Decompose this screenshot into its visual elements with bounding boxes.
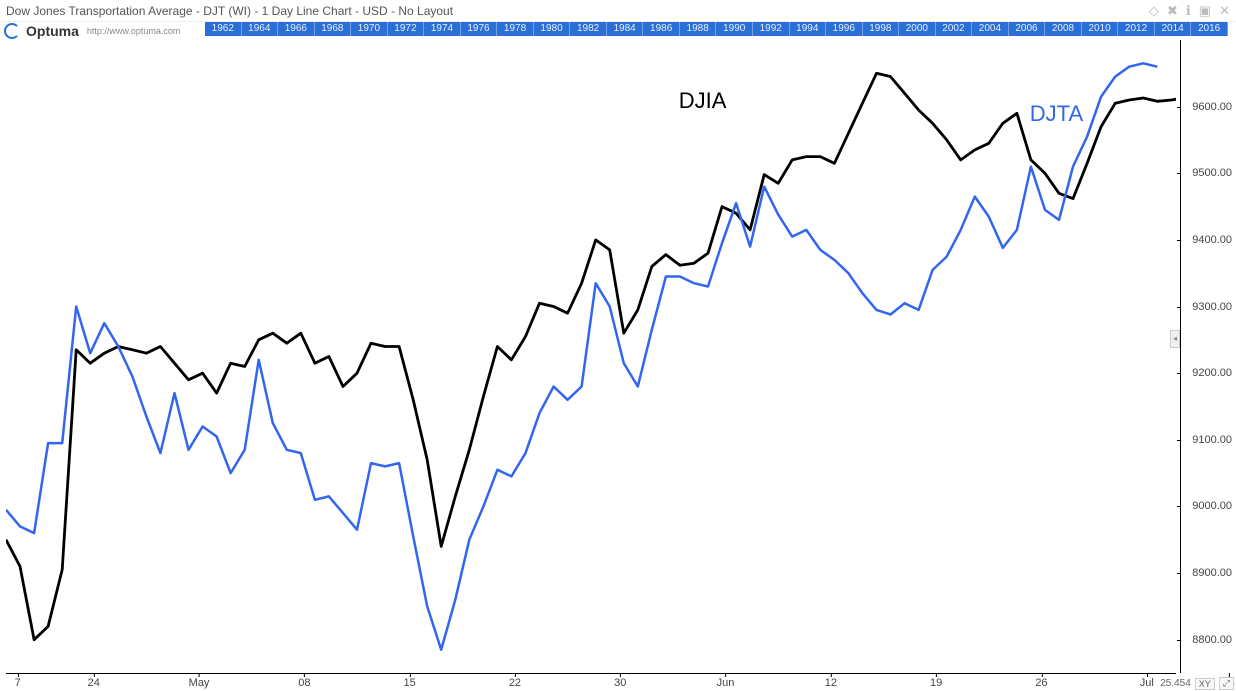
year-timeline-strip[interactable]: 1962196419661968197019721974197619781980… — [205, 22, 1228, 36]
year-cell[interactable]: 1992 — [753, 22, 790, 36]
layers-icon[interactable]: ▣ — [1199, 3, 1211, 19]
year-cell[interactable]: 1962 — [205, 22, 242, 36]
y-axis: 8800.00 8900.00 9000.00 9100.00 9200.00 9300.… — [1180, 40, 1236, 673]
window-title: Dow Jones Transportation Average - DJT (… — [6, 4, 453, 18]
diamond-icon[interactable]: ◇ — [1149, 3, 1159, 19]
year-cell[interactable]: 1964 — [242, 22, 279, 36]
y-tick: 8900.00 — [1192, 567, 1236, 579]
chart-area — [6, 40, 1176, 673]
line-chart — [6, 40, 1176, 673]
year-cell[interactable]: 1988 — [680, 22, 717, 36]
year-cell[interactable]: 1984 — [607, 22, 644, 36]
year-cell[interactable]: 1976 — [461, 22, 498, 36]
y-tick: 9400.00 — [1192, 234, 1236, 246]
y-tick: 9300.00 — [1192, 301, 1236, 313]
year-cell[interactable]: 2016 — [1191, 22, 1228, 36]
x-tick: 24 — [88, 677, 100, 689]
window-controls: ◇ ✖ ℹ ▣ ✕ — [1149, 3, 1230, 19]
status-bar: 25.454 XY ⤢ — [1160, 677, 1234, 690]
y-tick: 9600.00 — [1192, 101, 1236, 113]
year-cell[interactable]: 2000 — [899, 22, 936, 36]
year-cell[interactable]: 1990 — [716, 22, 753, 36]
pin-icon[interactable]: ✖ — [1167, 3, 1178, 19]
y-tick: 9500.00 — [1192, 167, 1236, 179]
year-cell[interactable]: 1974 — [424, 22, 461, 36]
series-label-DJIA: DJIA — [679, 88, 727, 114]
x-tick: 08 — [298, 677, 310, 689]
x-tick: 30 — [614, 677, 626, 689]
year-cell[interactable]: 1986 — [643, 22, 680, 36]
year-cell[interactable]: 2012 — [1118, 22, 1155, 36]
status-value: 25.454 — [1160, 678, 1191, 689]
close-icon[interactable]: ✕ — [1219, 3, 1230, 19]
year-cell[interactable]: 2008 — [1045, 22, 1082, 36]
series-DJTA — [6, 63, 1157, 649]
x-axis: 724May08152230Jun121926Jul081318 — [6, 673, 1176, 689]
x-tick: Jul — [1140, 677, 1154, 689]
x-tick: 19 — [930, 677, 942, 689]
status-expand-icon[interactable]: ⤢ — [1219, 677, 1234, 690]
optuma-logo-icon — [4, 23, 20, 39]
year-cell[interactable]: 1996 — [826, 22, 863, 36]
year-cell[interactable]: 2010 — [1082, 22, 1119, 36]
year-cell[interactable]: 1994 — [790, 22, 827, 36]
year-cell[interactable]: 2014 — [1155, 22, 1192, 36]
year-cell[interactable]: 2006 — [1009, 22, 1046, 36]
y-tick: 9100.00 — [1192, 434, 1236, 446]
x-tick: 22 — [509, 677, 521, 689]
x-tick: 15 — [404, 677, 416, 689]
year-cell[interactable]: 1982 — [570, 22, 607, 36]
year-cell[interactable]: 1970 — [351, 22, 388, 36]
x-tick: 26 — [1035, 677, 1047, 689]
year-cell[interactable]: 1972 — [388, 22, 425, 36]
year-cell[interactable]: 1978 — [497, 22, 534, 36]
series-label-DJTA: DJTA — [1030, 101, 1083, 127]
y-axis-scroll-handle[interactable]: ◂ — [1170, 330, 1180, 348]
brand-url: http://www.optuma.com — [87, 26, 181, 36]
window-titlebar: Dow Jones Transportation Average - DJT (… — [0, 0, 1236, 22]
y-tick: 8800.00 — [1192, 634, 1236, 646]
year-cell[interactable]: 1968 — [315, 22, 352, 36]
x-tick: 12 — [825, 677, 837, 689]
y-tick: 9200.00 — [1192, 367, 1236, 379]
series-DJIA — [6, 73, 1176, 639]
brand-name: Optuma — [26, 23, 79, 39]
status-mode-badge[interactable]: XY — [1195, 678, 1215, 690]
year-cell[interactable]: 2002 — [936, 22, 973, 36]
year-cell[interactable]: 1980 — [534, 22, 571, 36]
year-cell[interactable]: 2004 — [972, 22, 1009, 36]
x-tick: 7 — [15, 677, 21, 689]
year-cell[interactable]: 1966 — [278, 22, 315, 36]
x-tick: Jun — [717, 677, 735, 689]
x-tick: May — [189, 677, 210, 689]
year-cell[interactable]: 1998 — [863, 22, 900, 36]
info-icon[interactable]: ℹ — [1186, 3, 1191, 19]
y-tick: 9000.00 — [1192, 500, 1236, 512]
